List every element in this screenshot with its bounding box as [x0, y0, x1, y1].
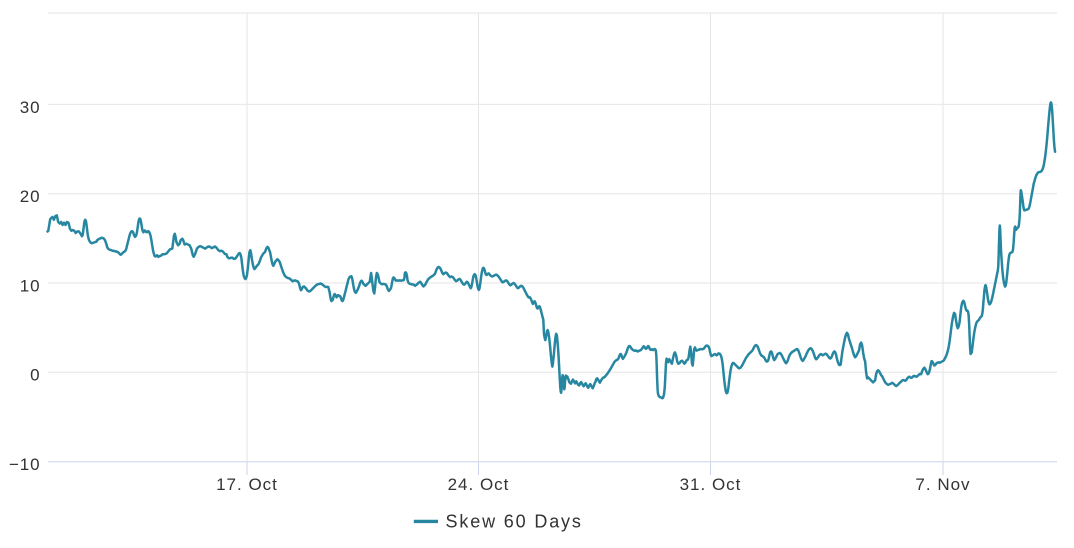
svg-text:31. Oct: 31. Oct	[680, 475, 742, 494]
svg-text:17. Oct: 17. Oct	[216, 475, 278, 494]
svg-text:Skew 60 Days: Skew 60 Days	[446, 511, 583, 531]
svg-text:30: 30	[20, 98, 41, 117]
svg-text:20: 20	[20, 187, 41, 206]
svg-text:24. Oct: 24. Oct	[448, 475, 510, 494]
svg-text:7. Nov: 7. Nov	[915, 475, 970, 494]
svg-text:10: 10	[20, 276, 41, 295]
svg-text:−10: −10	[9, 455, 41, 474]
svg-text:0: 0	[30, 366, 40, 385]
